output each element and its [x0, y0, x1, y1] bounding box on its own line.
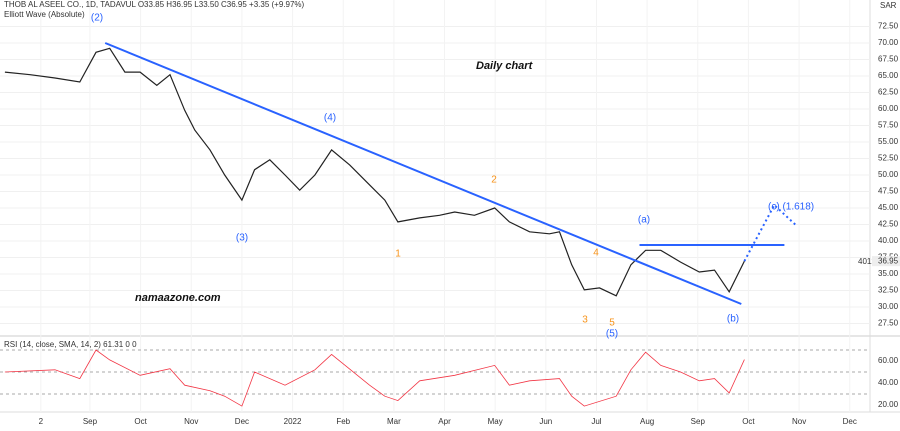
pane-title: RSI (14, close, SMA, 14, 2) 61.31 0 0 [4, 340, 137, 349]
y-tick-label: 62.50 [878, 88, 899, 97]
wave-label: (b) [727, 314, 739, 325]
series-line [4, 47, 745, 297]
y-tick-label: 55.00 [878, 137, 899, 146]
x-tick-label: Jun [539, 417, 552, 426]
x-tick-label: May [488, 417, 503, 426]
wave-label: 5 [609, 318, 615, 329]
trend-line [104, 42, 742, 305]
chart-title: Daily chart [476, 60, 534, 72]
y-tick-label: 65.00 [878, 71, 899, 80]
x-tick-label: Sep [691, 417, 706, 426]
y-tick-label: 47.50 [878, 187, 899, 196]
y-tick-label: 30.00 [878, 302, 899, 311]
x-tick-label: Nov [792, 417, 806, 426]
x-tick-label: Dec [235, 417, 249, 426]
wave-label: (2) [91, 13, 103, 24]
header: THOB AL ASEEL CO., 1D, TADAVUL O33.85 H3… [4, 0, 305, 9]
x-tick-label: 2 [39, 417, 44, 426]
y-tick-label: 35.00 [878, 269, 899, 278]
y-tick-label: 70.00 [878, 38, 899, 47]
x-tick-label: Dec [843, 417, 857, 426]
wave-label: (5) [606, 329, 618, 340]
x-tick-label: 2022 [284, 417, 302, 426]
x-tick-label: Oct [742, 417, 755, 426]
y-tick-label: 72.50 [878, 22, 899, 31]
y-tick-label: 45.00 [878, 203, 899, 212]
indicator-label: Elliott Wave (Absolute) [4, 10, 85, 19]
wave-label: 4 [593, 248, 599, 259]
y-tick-label: 67.50 [878, 55, 899, 64]
wave-label: (a) [638, 215, 650, 226]
wave-label: 2 [491, 175, 497, 186]
wave-label: 3 [582, 315, 588, 326]
trend-line [743, 203, 797, 262]
y-tick-label: 60.00 [878, 356, 899, 365]
last-price-tag [872, 256, 900, 267]
wave-label: 1 [395, 249, 401, 260]
x-tick-label: Jul [591, 417, 601, 426]
y-tick-label: 52.50 [878, 154, 899, 163]
x-tick-label: Oct [134, 417, 147, 426]
y-tick-label: 20.00 [878, 400, 899, 409]
series-line [4, 349, 745, 407]
x-tick-label: Feb [336, 417, 350, 426]
x-tick-label: Aug [640, 417, 654, 426]
y-tick-label: 40.00 [878, 378, 899, 387]
watermark: namaazone.com [135, 292, 221, 304]
wave-label: (c) (1.618) [768, 202, 814, 213]
side-label: 4012 [858, 257, 876, 266]
x-tick-label: Nov [184, 417, 198, 426]
y-tick-label: 50.00 [878, 170, 899, 179]
y-tick-label: 32.50 [878, 286, 899, 295]
currency: SAR [880, 1, 897, 10]
y-tick-label: 40.00 [878, 236, 899, 245]
x-tick-label: Apr [438, 417, 451, 426]
x-tick-label: Mar [387, 417, 401, 426]
y-tick-label: 42.50 [878, 220, 899, 229]
y-tick-label: 60.00 [878, 104, 899, 113]
x-tick-label: Sep [83, 417, 98, 426]
last-price-label: 36.95 [878, 256, 899, 265]
y-tick-label: 27.50 [878, 319, 899, 328]
wave-label: (4) [324, 113, 336, 124]
wave-label: (3) [236, 233, 248, 244]
y-tick-label: 57.50 [878, 121, 899, 130]
